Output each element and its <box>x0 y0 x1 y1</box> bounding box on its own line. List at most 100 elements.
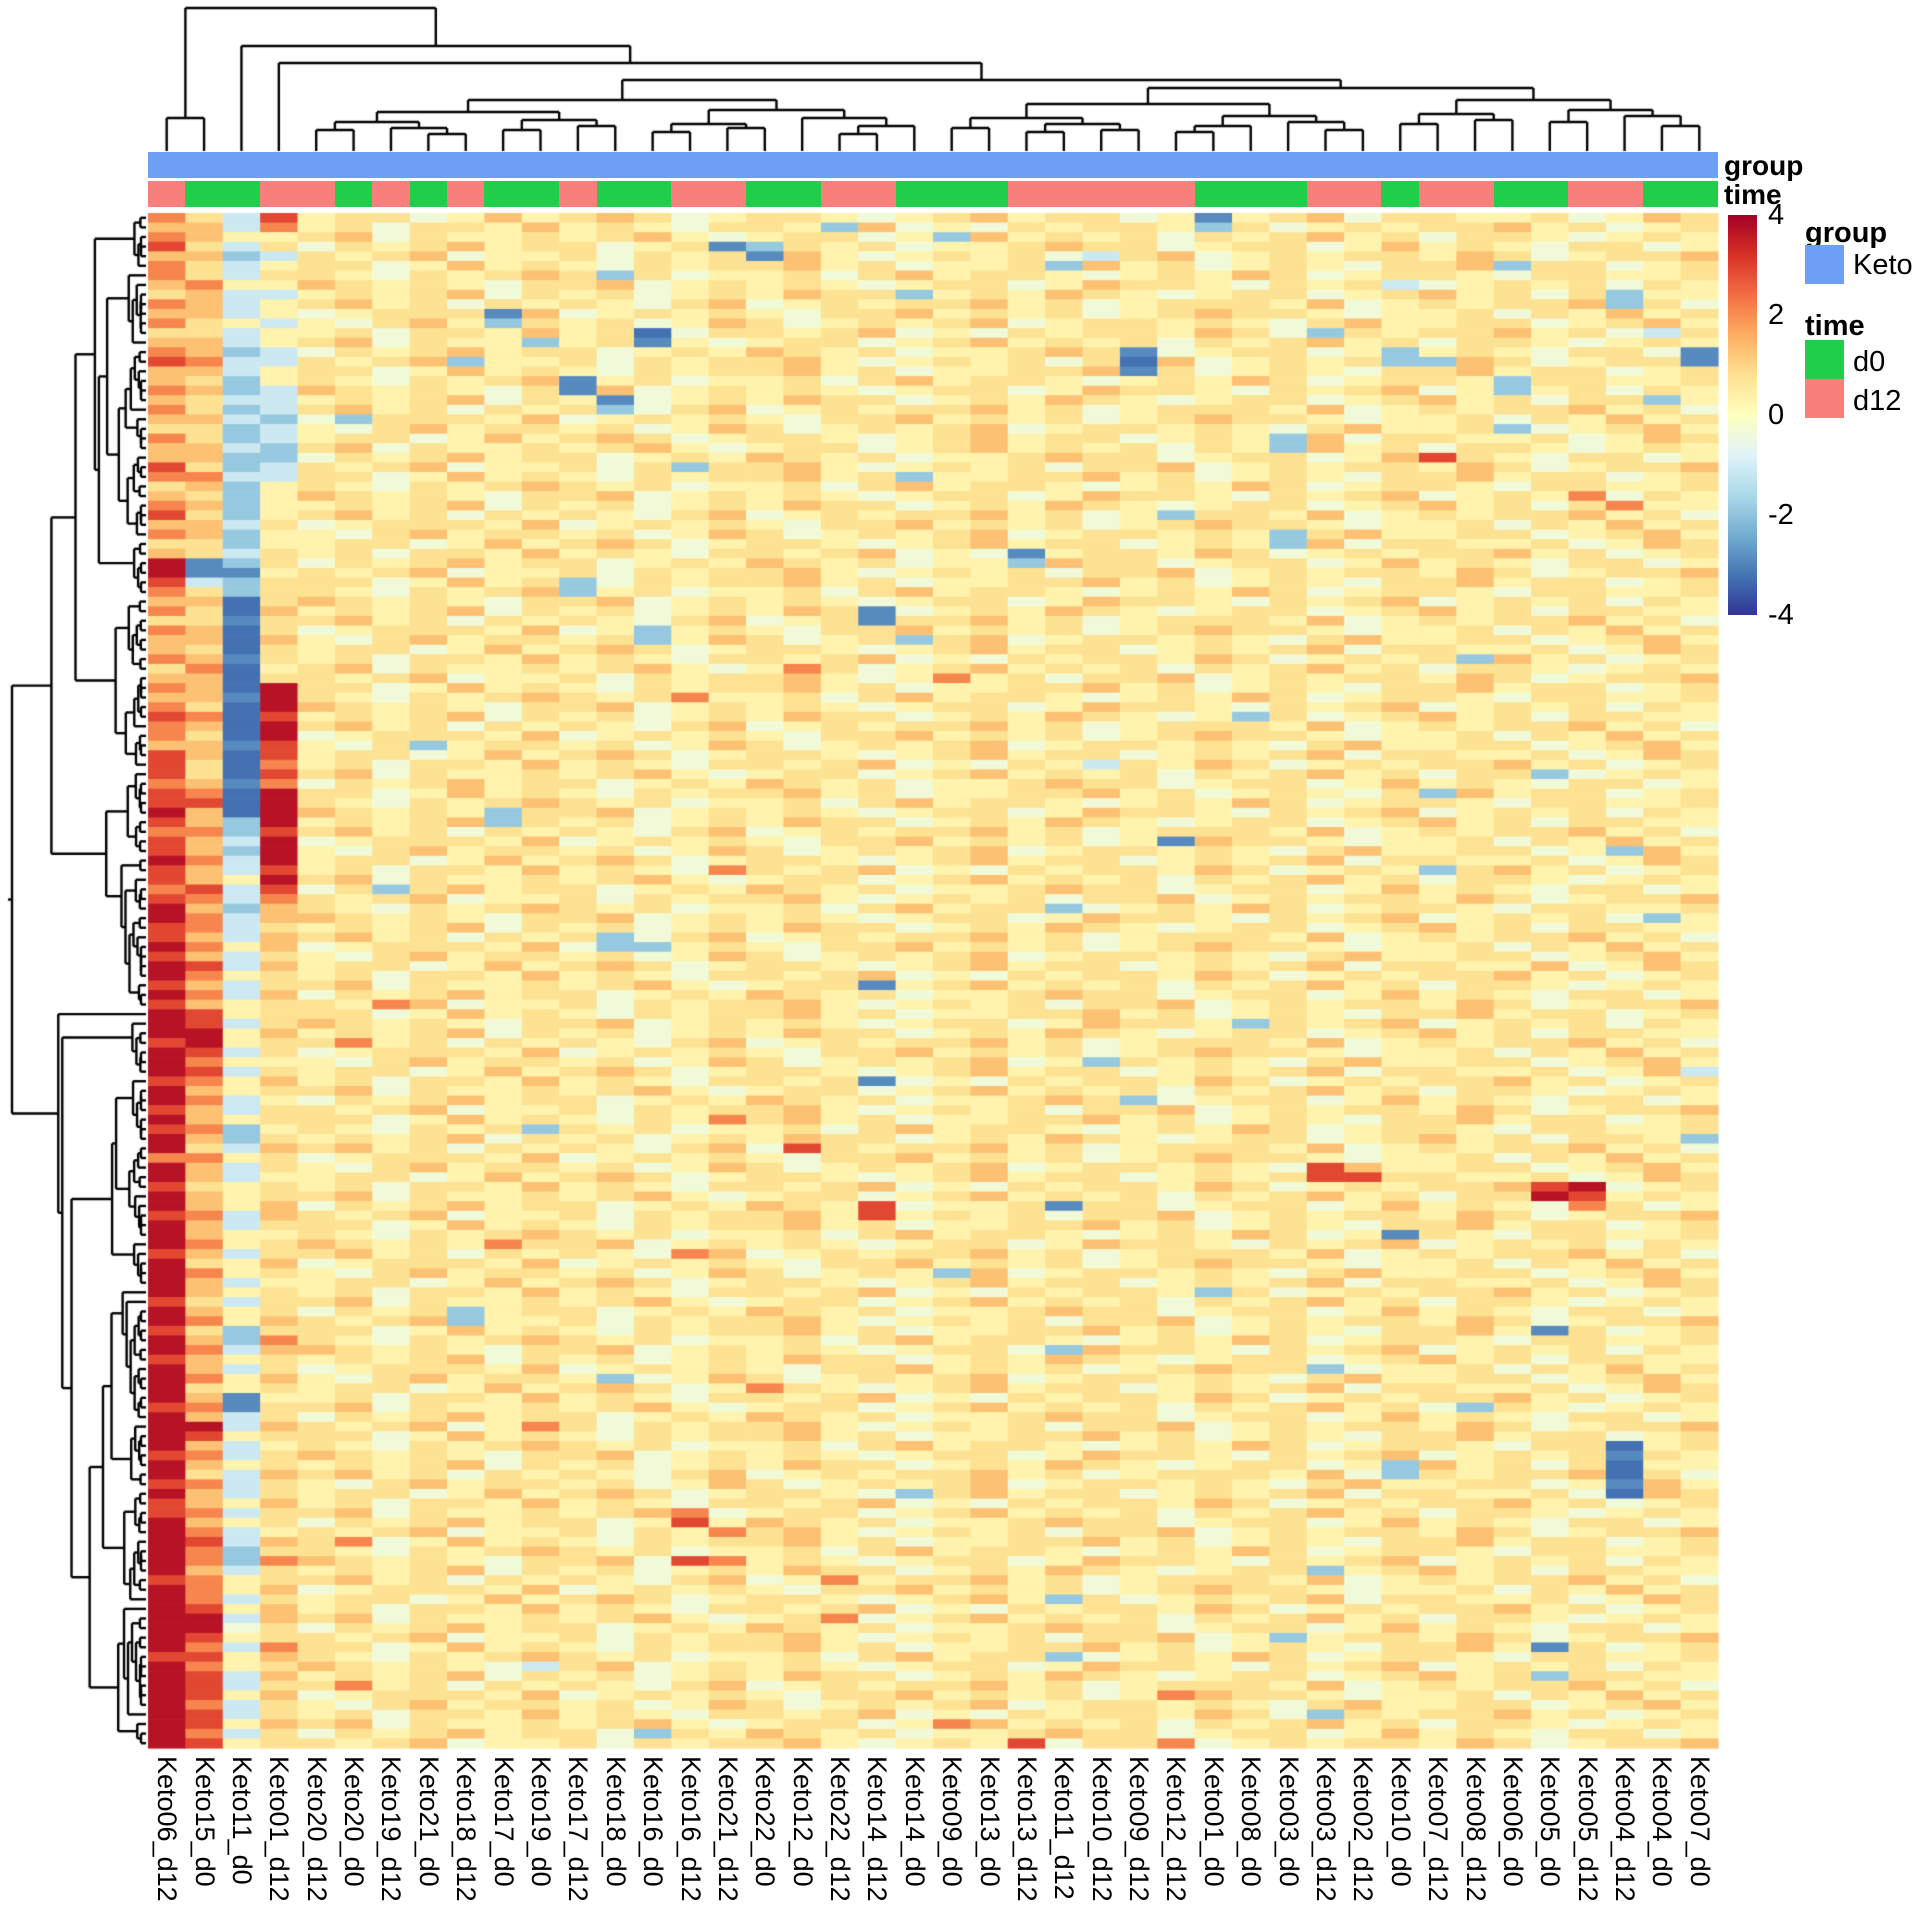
time-annotation-cell <box>1045 181 1083 207</box>
column-label: Keto11_d0 <box>226 1756 257 1885</box>
column-label: Keto06_d12 <box>152 1756 183 1902</box>
column-label: Keto12_d0 <box>787 1756 818 1887</box>
column-label: Keto02_d12 <box>1348 1756 1379 1902</box>
time-annotation-cell <box>297 181 335 207</box>
time-annotation-cell <box>185 181 223 207</box>
column-label: Keto11_d12 <box>1049 1756 1080 1900</box>
time-annotation-cell <box>1269 181 1307 207</box>
time-annotation-cell <box>783 181 821 207</box>
column-label: Keto20_d0 <box>339 1756 370 1887</box>
time-annotation-cell <box>334 181 373 207</box>
time-annotation-cell <box>447 181 485 207</box>
time-annotation-cell <box>372 181 410 207</box>
time-annotation-cell <box>521 181 560 207</box>
legend-d12-swatch <box>1805 379 1844 418</box>
column-label: Keto21_d12 <box>712 1756 743 1902</box>
time-annotation-cell <box>1007 181 1045 207</box>
time-annotation-cell <box>1418 181 1457 207</box>
time-annotation-cell <box>1082 181 1120 207</box>
time-annotation-cell <box>1119 181 1158 207</box>
column-label: Keto21_d0 <box>413 1756 444 1887</box>
group-annotation-bar <box>148 152 1718 178</box>
column-label: Keto22_d0 <box>750 1756 781 1887</box>
group-annotation-label: group <box>1724 150 1804 181</box>
column-label: Keto07_d0 <box>1684 1756 1715 1887</box>
time-annotation-cell <box>895 181 933 207</box>
column-label: Keto15_d0 <box>189 1756 220 1887</box>
column-label: Keto09_d12 <box>1124 1756 1155 1902</box>
time-annotation-cell <box>1381 181 1419 207</box>
column-label: Keto18_d12 <box>451 1756 482 1902</box>
column-label: Keto13_d12 <box>1011 1756 1042 1902</box>
legend-keto-label: Keto <box>1853 249 1913 281</box>
column-label: Keto18_d0 <box>600 1756 631 1887</box>
time-annotation-cell <box>970 181 1008 207</box>
time-annotation-cell <box>409 181 447 207</box>
time-annotation-bar <box>148 181 1718 207</box>
column-label: Keto03_d12 <box>1311 1756 1341 1902</box>
time-annotation-cell <box>1194 181 1232 207</box>
colorbar-tick: -2 <box>1768 499 1794 531</box>
column-label: Keto19_d0 <box>526 1756 556 1887</box>
time-annotation-cell <box>633 181 672 207</box>
column-label: Keto16_d0 <box>638 1756 669 1887</box>
legend-keto-swatch <box>1805 245 1844 284</box>
time-annotation-cell <box>1157 181 1195 207</box>
time-annotation-cell <box>1493 181 1531 207</box>
column-label: Keto04_d12 <box>1610 1756 1641 1902</box>
colorbar-tick: 2 <box>1768 299 1785 331</box>
time-annotation-cell <box>1530 181 1569 207</box>
colorbar-tick: 4 <box>1768 199 1785 231</box>
time-annotation-cell <box>1643 181 1681 207</box>
legend-d0-label: d0 <box>1853 346 1886 378</box>
column-label: Keto17_d12 <box>563 1756 594 1902</box>
time-annotation-cell <box>1680 181 1718 207</box>
column-label: Keto12_d12 <box>1161 1756 1192 1902</box>
time-annotation-cell <box>1231 181 1270 207</box>
legend-d12-label: d12 <box>1853 385 1902 417</box>
colorbar-tick: 0 <box>1768 399 1785 431</box>
time-annotation-cell <box>1306 181 1344 207</box>
column-label: Keto22_d12 <box>825 1756 856 1902</box>
column-label: Keto08_d0 <box>1236 1756 1267 1887</box>
column-label: Keto14_d0 <box>899 1756 930 1887</box>
colorbar-tick: -4 <box>1768 599 1794 631</box>
time-annotation-cell <box>222 181 261 207</box>
column-label: Keto01_d0 <box>1198 1756 1229 1887</box>
time-annotation-cell <box>671 181 709 207</box>
column-label: Keto14_d12 <box>862 1756 893 1902</box>
time-annotation-cell <box>932 181 971 207</box>
column-label: Keto04_d0 <box>1647 1756 1678 1887</box>
column-label: Keto16_d12 <box>675 1756 706 1902</box>
column-label: Keto01_d12 <box>264 1756 295 1902</box>
legend-group-title: group <box>1805 217 1888 249</box>
time-annotation-cell <box>260 181 298 207</box>
column-label: Keto17_d0 <box>488 1756 519 1887</box>
time-annotation-cell <box>1456 181 1494 207</box>
legend-time-title: time <box>1805 310 1865 342</box>
column-label: Keto20_d12 <box>301 1756 332 1902</box>
time-annotation-cell <box>820 181 859 207</box>
time-annotation-cell <box>858 181 896 207</box>
column-label: Keto08_d12 <box>1460 1756 1491 1902</box>
time-annotation-cell <box>1568 181 1606 207</box>
column-label: Keto05_d0 <box>1535 1756 1566 1887</box>
time-annotation-cell <box>559 181 597 207</box>
column-label: Keto19_d12 <box>376 1756 407 1902</box>
time-annotation-cell <box>746 181 784 207</box>
time-annotation-cell <box>708 181 746 207</box>
column-label: Keto10_d12 <box>1086 1756 1117 1902</box>
column-label: Keto10_d0 <box>1385 1756 1416 1887</box>
column-label: Keto09_d0 <box>937 1756 968 1887</box>
column-label: Keto07_d12 <box>1423 1756 1454 1902</box>
time-annotation-cell <box>484 181 522 207</box>
column-label: Keto05_d12 <box>1572 1756 1603 1902</box>
column-label: Keto03_d0 <box>1273 1756 1304 1887</box>
time-annotation-label: time <box>1724 179 1782 210</box>
legend-d0-swatch <box>1805 340 1844 379</box>
time-annotation-cell <box>1344 181 1382 207</box>
time-annotation-cell <box>1605 181 1643 207</box>
time-annotation-cell <box>596 181 634 207</box>
